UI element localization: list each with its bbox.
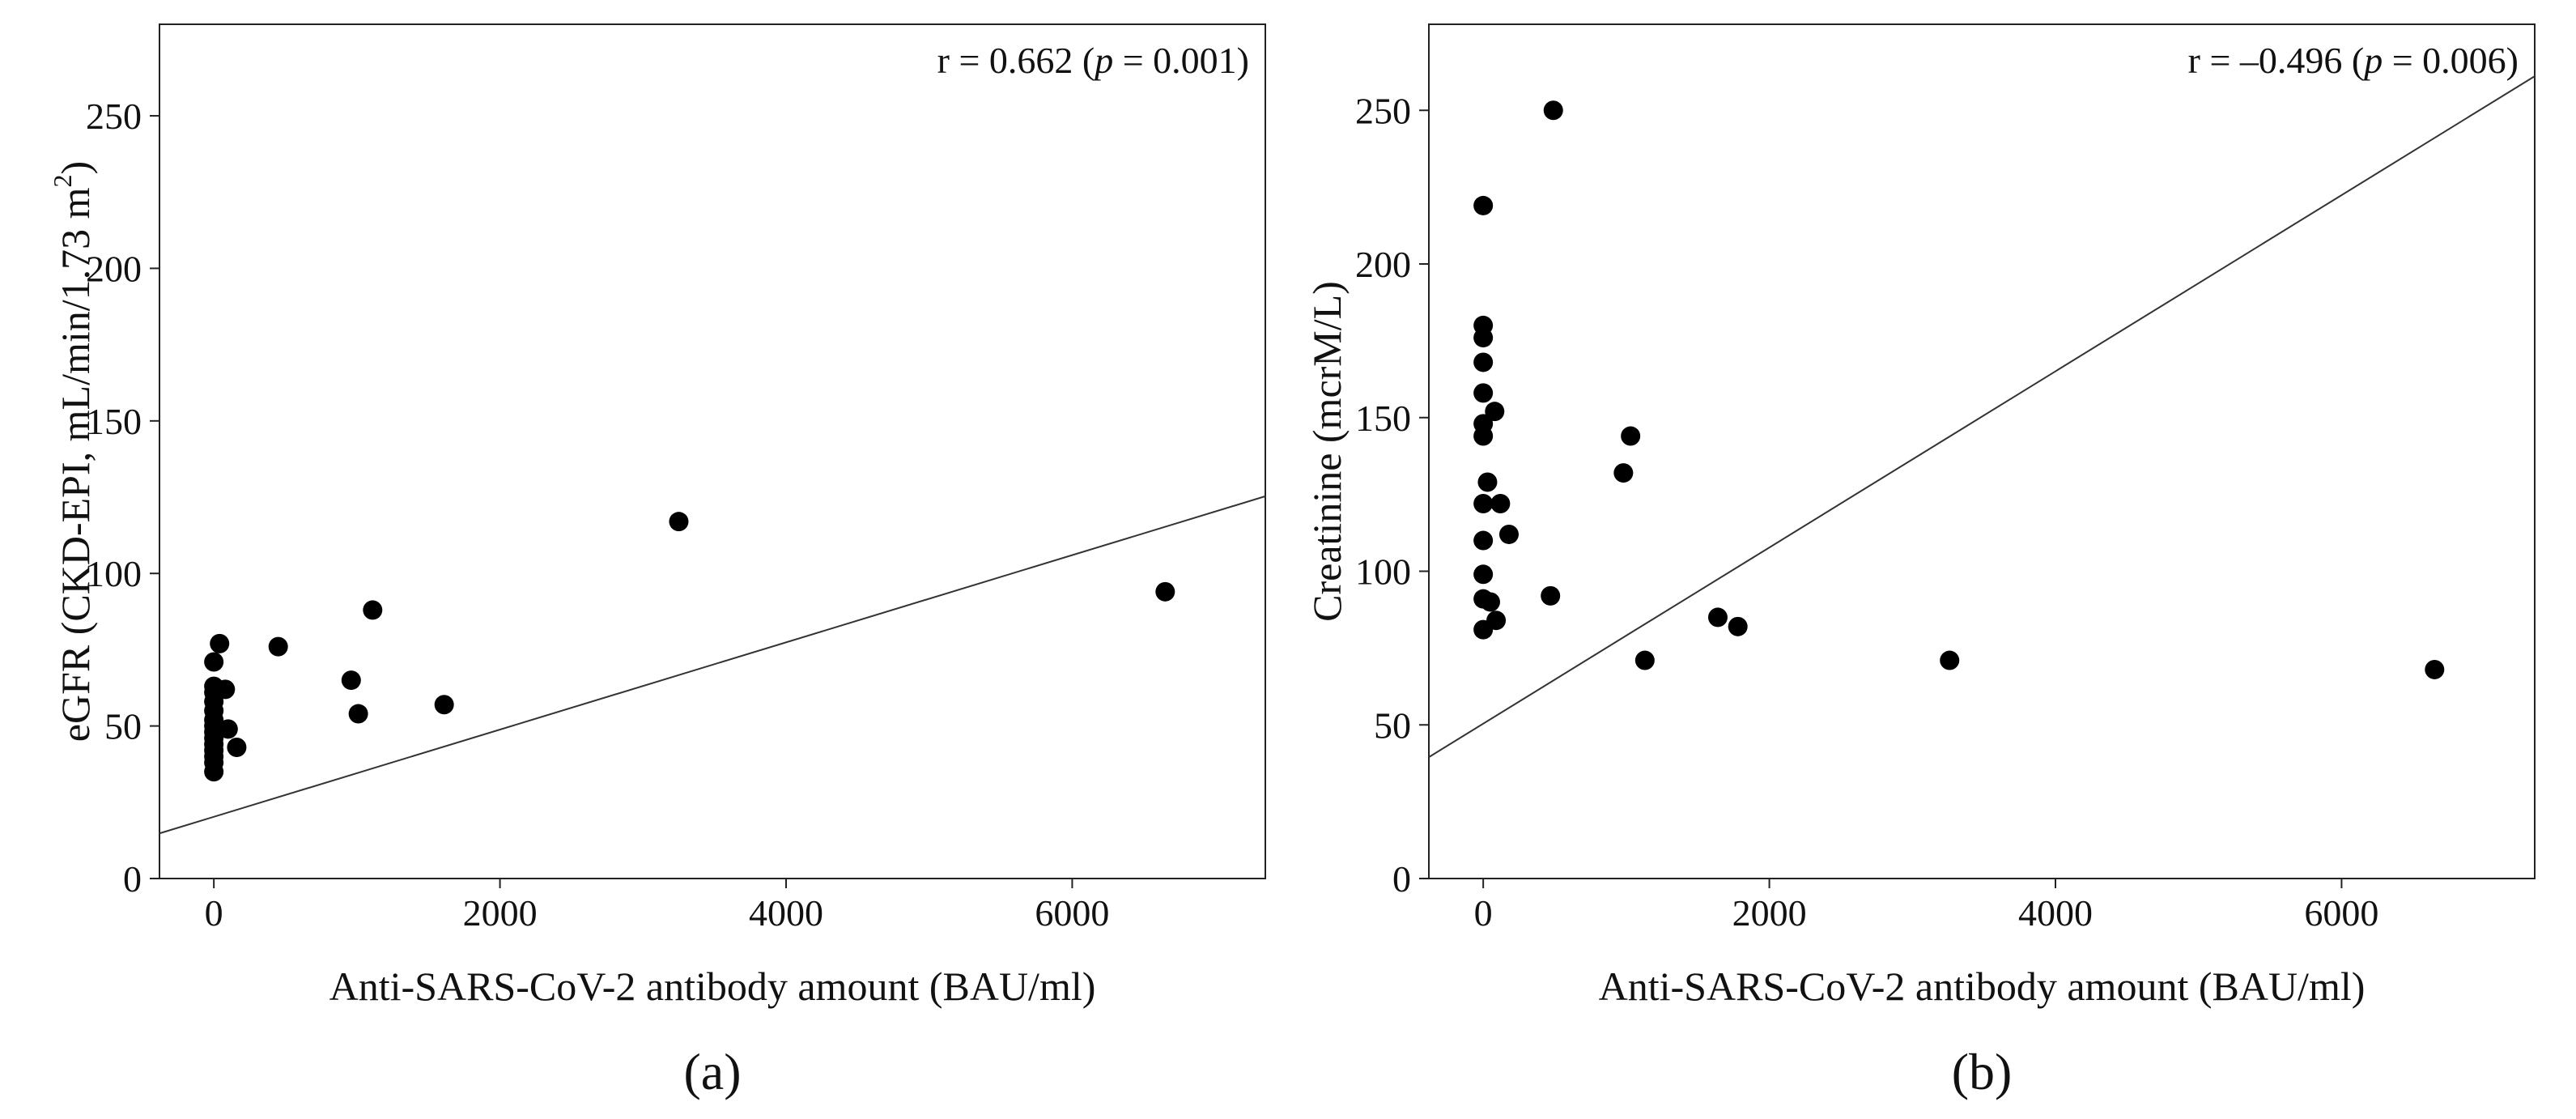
data-point xyxy=(1728,616,1748,636)
data-point xyxy=(341,670,361,691)
data-point xyxy=(1473,530,1494,551)
data-point xyxy=(227,737,247,757)
plot-frame xyxy=(159,23,1266,879)
y-tick-label: 100 xyxy=(86,553,142,594)
data-point xyxy=(348,704,368,724)
data-point xyxy=(669,512,689,532)
data-point xyxy=(1940,650,1960,670)
data-point xyxy=(2425,659,2445,679)
creatinine-scatter-chart: 0 50 100 150 200 250 0 2000 4000 6000 r = –0.496… xyxy=(1304,23,2536,1100)
data-point xyxy=(1541,585,1561,606)
regression-line xyxy=(1428,75,2536,758)
data-point xyxy=(1621,426,1641,446)
x-tick-label: 6000 xyxy=(2304,892,2378,934)
data-point xyxy=(1477,472,1498,492)
correlation-annotation: r = 0.662 (p = 0.001) xyxy=(937,40,1249,81)
data-point xyxy=(1473,315,1494,335)
x-tick-label: 4000 xyxy=(2018,892,2093,934)
egfr-scatter-chart: 0 50 100 150 200 250 0 2000 4000 6000 r = 0.662 … xyxy=(48,23,1266,1100)
data-point xyxy=(1473,352,1494,372)
y-axis-label: Creatinine (mcrM/L) xyxy=(1304,281,1350,622)
data-point xyxy=(218,719,238,739)
x-tick-label: 4000 xyxy=(749,892,823,934)
x-axis: 0 2000 4000 6000 xyxy=(1474,879,2378,934)
data-point xyxy=(1473,195,1494,215)
y-tick-label: 250 xyxy=(86,96,142,137)
x-tick-label: 2000 xyxy=(1732,892,1807,934)
x-axis-label: Anti-SARS-CoV-2 antibody amount (BAU/ml) xyxy=(329,964,1096,1009)
y-tick-label: 250 xyxy=(1355,90,1411,131)
data-point xyxy=(1485,402,1505,422)
data-point xyxy=(1473,414,1494,434)
y-tick-label: 200 xyxy=(86,248,142,289)
y-tick-label: 0 xyxy=(123,858,142,900)
data-point xyxy=(1480,592,1500,612)
regression-line xyxy=(159,495,1266,835)
y-tick-label: 0 xyxy=(1392,858,1411,900)
y-tick-label: 150 xyxy=(86,401,142,442)
data-point xyxy=(204,652,224,672)
data-point xyxy=(268,636,288,657)
x-tick-label: 0 xyxy=(205,892,223,934)
data-point xyxy=(1473,494,1494,514)
data-points xyxy=(1473,100,2445,679)
x-axis-label: Anti-SARS-CoV-2 antibody amount (BAU/ml) xyxy=(1599,964,2366,1009)
data-point xyxy=(1155,581,1175,602)
x-axis: 0 2000 4000 6000 xyxy=(205,879,1109,934)
data-point xyxy=(1498,524,1519,544)
data-point xyxy=(1543,100,1563,121)
chart-panel-a: 0 50 100 150 200 250 0 2000 4000 6000 r = 0.662 … xyxy=(48,23,1266,1100)
data-point xyxy=(1490,494,1511,514)
data-point xyxy=(363,600,383,620)
x-tick-label: 6000 xyxy=(1035,892,1109,934)
chart-panel-b: 0 50 100 150 200 250 0 2000 4000 6000 r = –0.496… xyxy=(1288,0,2576,1119)
data-point xyxy=(1473,383,1494,403)
data-point xyxy=(1613,463,1634,483)
correlation-annotation: r = –0.496 (p = 0.006) xyxy=(2188,40,2519,81)
y-axis: 0 50 100 150 200 250 xyxy=(1355,90,1429,900)
y-tick-label: 150 xyxy=(1355,398,1411,439)
data-point xyxy=(1486,611,1507,631)
data-point xyxy=(1634,650,1655,670)
y-axis: 0 50 100 150 200 250 xyxy=(86,96,159,900)
y-tick-label: 200 xyxy=(1355,244,1411,285)
panel-label-b: (b) xyxy=(1952,1043,2013,1100)
y-tick-label: 100 xyxy=(1355,551,1411,593)
x-tick-label: 0 xyxy=(1474,892,1493,934)
data-points xyxy=(204,512,1175,782)
y-tick-label: 50 xyxy=(1374,704,1411,746)
data-point xyxy=(434,695,454,715)
panel-label-a: (a) xyxy=(683,1043,741,1100)
data-point xyxy=(215,679,236,700)
data-point xyxy=(1707,607,1728,628)
y-axis-label: eGFR (CKD-EPI, mL/min/1.73 m2) xyxy=(48,161,98,742)
y-tick-label: 50 xyxy=(104,706,142,747)
plot-frame xyxy=(1428,23,2536,879)
x-tick-label: 2000 xyxy=(463,892,538,934)
data-point xyxy=(210,633,230,653)
data-point xyxy=(1473,564,1494,585)
